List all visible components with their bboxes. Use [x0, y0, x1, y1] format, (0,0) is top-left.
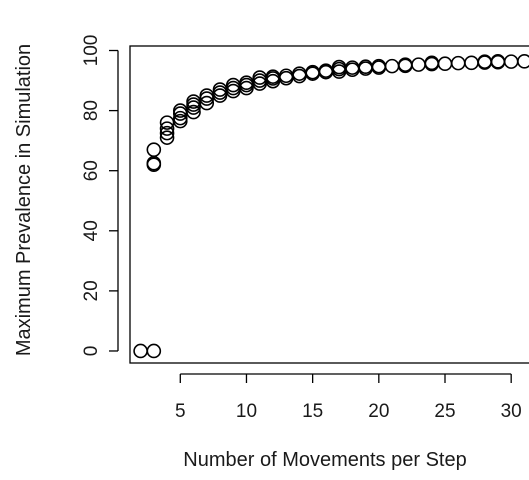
- x-tick-label: 30: [501, 401, 522, 422]
- data-point: [186, 97, 201, 112]
- data-point: [212, 85, 228, 100]
- data-point: [477, 54, 493, 69]
- y-tick-label: 20: [81, 280, 102, 301]
- y-tick-label: 40: [81, 220, 102, 241]
- y-tick-label: 0: [81, 346, 102, 357]
- data-point: [159, 130, 175, 145]
- y-tick-label: 80: [81, 100, 102, 121]
- data-point: [411, 57, 426, 72]
- x-tick-label: 10: [236, 401, 257, 422]
- x-tick-label: 20: [368, 401, 389, 422]
- data-point: [450, 55, 466, 71]
- x-axis-title: Number of Movements per Step: [183, 449, 466, 471]
- data-point: [146, 343, 162, 359]
- plot-box: [129, 45, 529, 364]
- data-points: [133, 54, 529, 359]
- data-point: [517, 54, 529, 69]
- y-axis-title: Maximum Prevalence in Simulation: [13, 44, 35, 356]
- data-point: [490, 54, 506, 69]
- y-tick-label: 60: [81, 160, 102, 181]
- data-point: [159, 125, 175, 141]
- plot-frame: [129, 45, 529, 364]
- data-point: [146, 142, 162, 157]
- data-point: [186, 104, 201, 120]
- data-point: [172, 110, 188, 126]
- data-point: [199, 95, 215, 111]
- data-point: [437, 56, 453, 72]
- y-axis: 0 20 40 60 80 100: [81, 35, 119, 357]
- data-point: [133, 343, 148, 359]
- data-point: [199, 88, 215, 103]
- x-axis: 5 10 15 20 25 30: [175, 373, 522, 422]
- data-point: [159, 121, 175, 136]
- data-point: [503, 54, 519, 69]
- x-tick-label: 25: [434, 401, 455, 422]
- x-tick-label: 5: [175, 401, 186, 422]
- data-point: [252, 73, 268, 88]
- y-tick-label: 100: [81, 35, 102, 67]
- x-tick-label: 15: [302, 401, 323, 422]
- data-point: [464, 55, 479, 71]
- data-point: [384, 58, 400, 74]
- data-point: [225, 80, 241, 96]
